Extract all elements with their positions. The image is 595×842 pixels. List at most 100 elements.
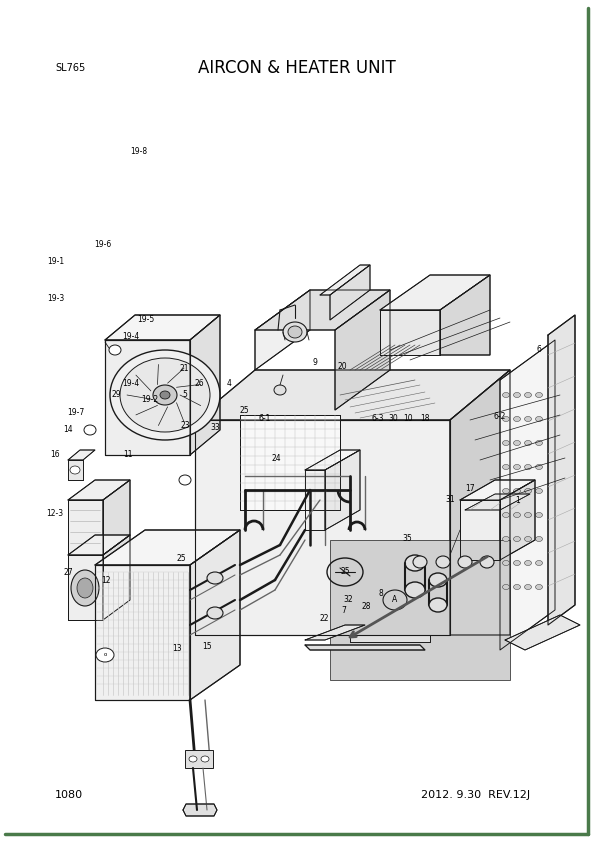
Polygon shape: [68, 555, 103, 620]
Text: 19-5: 19-5: [137, 316, 154, 324]
Ellipse shape: [513, 488, 521, 493]
Ellipse shape: [207, 572, 223, 584]
Bar: [330, 540, 510, 680]
Bar: [185, 750, 213, 768]
Text: 25: 25: [239, 406, 249, 414]
Text: 13: 13: [173, 644, 182, 653]
Ellipse shape: [405, 555, 425, 571]
Text: 1080: 1080: [55, 790, 83, 800]
Ellipse shape: [458, 556, 472, 568]
Text: 19-4: 19-4: [123, 379, 139, 387]
Text: 20: 20: [337, 362, 347, 370]
Text: 27: 27: [64, 568, 73, 577]
Polygon shape: [68, 450, 95, 460]
Ellipse shape: [413, 556, 427, 568]
Text: 17: 17: [465, 484, 475, 493]
Polygon shape: [105, 315, 220, 340]
Text: 19-6: 19-6: [95, 240, 111, 248]
Ellipse shape: [536, 488, 543, 493]
Text: 24: 24: [272, 455, 281, 463]
Polygon shape: [68, 500, 103, 555]
Ellipse shape: [120, 358, 210, 432]
Ellipse shape: [503, 584, 509, 589]
Text: 6-3: 6-3: [371, 414, 384, 423]
Text: 16: 16: [50, 450, 60, 459]
Text: 35: 35: [403, 535, 412, 543]
Ellipse shape: [536, 513, 543, 518]
Polygon shape: [103, 480, 130, 555]
Ellipse shape: [536, 465, 543, 470]
Polygon shape: [305, 645, 425, 650]
Polygon shape: [255, 290, 310, 370]
Ellipse shape: [536, 417, 543, 422]
Polygon shape: [195, 420, 450, 635]
Ellipse shape: [429, 598, 447, 612]
Text: A: A: [392, 595, 397, 605]
Polygon shape: [465, 494, 530, 510]
Ellipse shape: [503, 465, 509, 470]
Text: 18: 18: [420, 414, 430, 423]
Ellipse shape: [513, 417, 521, 422]
Polygon shape: [68, 535, 130, 555]
Ellipse shape: [513, 561, 521, 566]
Polygon shape: [450, 370, 510, 635]
Ellipse shape: [288, 326, 302, 338]
Ellipse shape: [77, 578, 93, 598]
Text: 25: 25: [340, 568, 350, 577]
Text: 23: 23: [181, 421, 190, 429]
Text: 7: 7: [342, 606, 346, 615]
Text: 6: 6: [536, 345, 541, 354]
Polygon shape: [95, 565, 190, 700]
Text: 9: 9: [313, 358, 318, 366]
Ellipse shape: [96, 648, 114, 662]
Ellipse shape: [536, 584, 543, 589]
Ellipse shape: [525, 513, 531, 518]
Text: 2012. 9.30  REV.12J: 2012. 9.30 REV.12J: [421, 790, 530, 800]
Ellipse shape: [179, 475, 191, 485]
Ellipse shape: [513, 392, 521, 397]
Ellipse shape: [536, 440, 543, 445]
Ellipse shape: [201, 756, 209, 762]
Text: 22: 22: [320, 615, 329, 623]
Ellipse shape: [429, 573, 447, 587]
Ellipse shape: [525, 392, 531, 397]
Ellipse shape: [513, 536, 521, 541]
Ellipse shape: [525, 440, 531, 445]
Ellipse shape: [207, 607, 223, 619]
Polygon shape: [320, 265, 370, 295]
Polygon shape: [183, 804, 217, 816]
Ellipse shape: [525, 465, 531, 470]
Ellipse shape: [536, 536, 543, 541]
Ellipse shape: [274, 385, 286, 395]
Ellipse shape: [525, 584, 531, 589]
Ellipse shape: [110, 350, 220, 440]
Text: 10: 10: [403, 414, 412, 423]
Text: 32: 32: [343, 595, 353, 604]
Ellipse shape: [71, 570, 99, 606]
Text: 15: 15: [202, 642, 212, 651]
Ellipse shape: [160, 391, 170, 399]
Ellipse shape: [283, 322, 307, 342]
Polygon shape: [95, 530, 240, 565]
Text: 19-2: 19-2: [142, 396, 158, 404]
Polygon shape: [305, 450, 360, 470]
Ellipse shape: [109, 345, 121, 355]
Polygon shape: [500, 340, 555, 650]
Polygon shape: [255, 290, 390, 330]
Ellipse shape: [503, 561, 509, 566]
Ellipse shape: [503, 488, 509, 493]
Polygon shape: [68, 480, 130, 500]
Ellipse shape: [153, 385, 177, 405]
Polygon shape: [335, 290, 390, 410]
Ellipse shape: [480, 556, 494, 568]
Ellipse shape: [525, 561, 531, 566]
Text: 12: 12: [101, 577, 111, 585]
Polygon shape: [460, 500, 500, 560]
Polygon shape: [440, 275, 490, 355]
Polygon shape: [330, 265, 370, 320]
Polygon shape: [240, 415, 340, 510]
Ellipse shape: [536, 392, 543, 397]
Text: 31: 31: [446, 495, 455, 504]
Text: AIRCON & HEATER UNIT: AIRCON & HEATER UNIT: [198, 59, 396, 77]
Polygon shape: [190, 530, 240, 700]
